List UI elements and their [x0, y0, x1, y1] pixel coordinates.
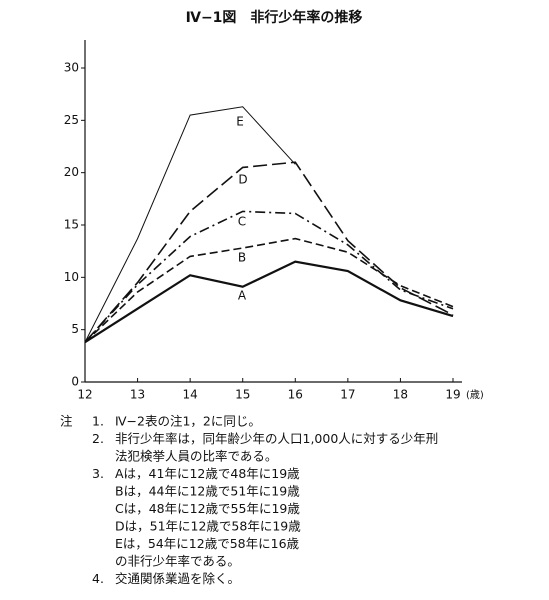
x-tick-label: 17 [340, 388, 355, 402]
note-text: Eは，54年に12歳で58年に16歳 [115, 536, 300, 551]
x-tick-label: 19 [445, 388, 460, 402]
note-text: 法犯検挙人員の比率である。 [115, 449, 277, 464]
y-tick-label: 25 [64, 113, 79, 127]
note-text: 交通関係業過を除く。 [115, 571, 240, 586]
note-text: Ⅳ−2表の注1，2に同じ。 [115, 414, 261, 429]
series-label: C [238, 215, 246, 229]
y-tick-label: 20 [64, 165, 79, 179]
x-tick-label: 12 [77, 388, 92, 402]
note-text: Cは，48年に12歳で55年に19歳 [115, 501, 300, 516]
y-tick-label: 30 [64, 61, 79, 75]
note-number: 3. [92, 466, 104, 481]
note-number: 2. [92, 431, 104, 446]
y-tick-label: 0 [71, 375, 79, 389]
series-line [84, 106, 296, 343]
x-tick-label: 15 [235, 388, 250, 402]
x-axis-label: (歳) [466, 389, 484, 401]
note-number: 4. [92, 571, 104, 586]
note-text: Bは，44年に12歳で51年に19歳 [115, 484, 300, 499]
note-text: Aは，41年に12歳で48年に19歳 [115, 466, 300, 481]
note-text: Dは，51年に12歳で58年に19歳 [115, 519, 301, 534]
series-line [84, 161, 454, 343]
series-line [84, 260, 454, 344]
note-text: 非行少年率は，同年齢少年の人口1,000人に対する少年刑 [115, 431, 438, 446]
note-label: 注 [60, 414, 73, 429]
series-label: A [238, 289, 247, 303]
series-label: D [238, 173, 247, 187]
series-label: E [236, 115, 244, 129]
x-tick-label: 18 [393, 388, 408, 402]
note-text: の非行少年率である。 [115, 554, 240, 569]
note-number: 1. [92, 414, 104, 429]
x-tick-label: 13 [130, 388, 145, 402]
series-label: B [238, 251, 246, 265]
x-tick-label: 14 [183, 388, 198, 402]
series-line [84, 210, 454, 343]
chart-title: Ⅳ−1図 非行少年率の推移 [186, 9, 363, 26]
x-tick-label: 16 [288, 388, 303, 402]
series-line [84, 237, 454, 343]
y-tick-label: 15 [64, 218, 79, 232]
y-tick-label: 5 [71, 322, 79, 336]
y-tick-label: 10 [64, 270, 79, 284]
